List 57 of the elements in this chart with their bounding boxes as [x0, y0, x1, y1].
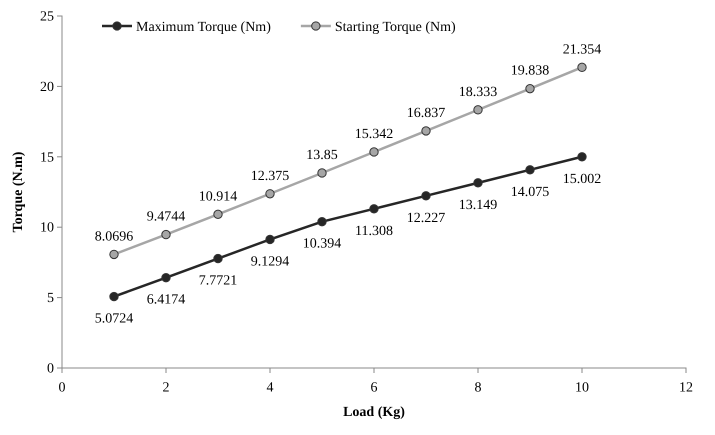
x-tick-label: 0: [58, 380, 66, 396]
data-label: 7.7721: [198, 274, 238, 289]
point: [421, 191, 431, 201]
data-label: 9.4744: [146, 210, 186, 225]
x-tick-label: 4: [266, 380, 274, 396]
point: [213, 254, 223, 264]
point: [421, 126, 431, 136]
point: [161, 272, 171, 282]
point: [317, 216, 327, 226]
data-label: 15.342: [354, 126, 394, 142]
data-label: 12.227: [406, 210, 446, 226]
data-label: 11.308: [355, 224, 393, 239]
point: [161, 230, 171, 240]
y-axis-title: Torque (N.m): [11, 151, 26, 232]
legend-label: Maximum Torque (Nm): [136, 20, 272, 35]
data-label: 18.333: [458, 84, 498, 100]
y-tick-label: 20: [40, 80, 54, 95]
point: [525, 84, 535, 94]
x-axis-title: Load (Kg): [343, 405, 406, 420]
y-tick-label: 0: [47, 361, 54, 376]
x-tick-label: 8: [474, 380, 482, 396]
data-label: 8.0696: [94, 229, 134, 244]
point: [109, 250, 119, 260]
point: [265, 189, 275, 198]
point: [525, 165, 535, 174]
point: [473, 178, 483, 188]
data-label: 15.002: [562, 172, 602, 187]
point: [369, 204, 379, 214]
y-tick-label: 10: [40, 220, 54, 236]
legend-label: Starting Torque (Nm): [334, 20, 456, 35]
point: [577, 62, 587, 72]
data-label: 16.837: [406, 106, 446, 121]
data-label: 13.149: [458, 198, 498, 213]
point: [213, 210, 223, 220]
y-tick-label: 25: [40, 9, 54, 24]
data-label: 14.075: [510, 184, 550, 200]
x-tick-label: 10: [575, 380, 589, 396]
data-label: 13.85: [306, 148, 338, 163]
point: [109, 292, 119, 302]
point: [577, 152, 587, 162]
data-label: 21.354: [562, 42, 602, 58]
data-label: 10.394: [302, 236, 342, 252]
point: [369, 147, 379, 157]
y-tick-label: 5: [47, 291, 54, 306]
point: [317, 168, 327, 178]
point: [473, 105, 483, 115]
point: [265, 234, 275, 244]
x-tick-label: 12: [679, 380, 693, 396]
data-label: 10.914: [198, 189, 238, 204]
data-label: 12.375: [250, 168, 290, 184]
y-tick-label: 15: [40, 150, 54, 166]
data-label: 9.1294: [250, 254, 290, 270]
x-tick-label: 2: [162, 380, 170, 396]
data-label: 5.0724: [94, 312, 134, 327]
data-label: 6.4174: [146, 292, 186, 308]
x-tick-label: 6: [370, 380, 378, 396]
data-label: 19.838: [510, 64, 550, 79]
